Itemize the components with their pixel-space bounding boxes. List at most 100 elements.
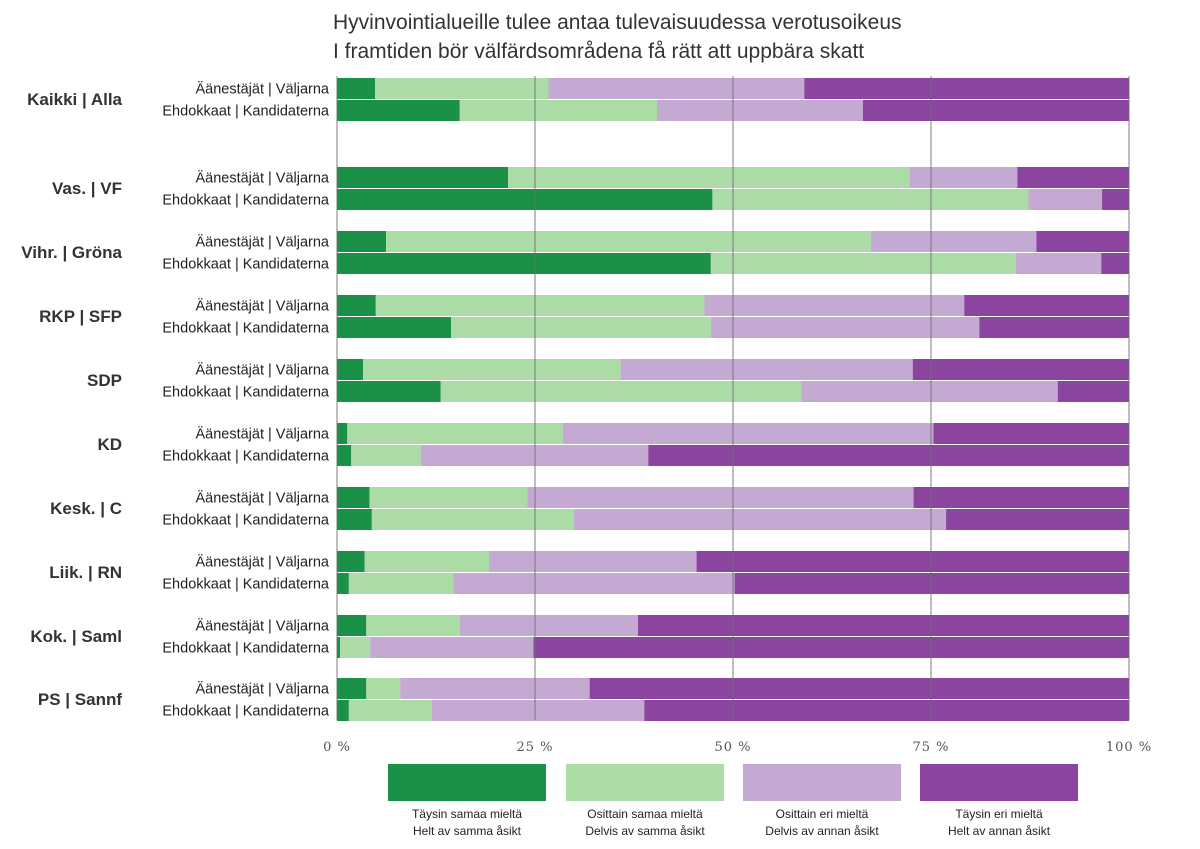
bar-segment bbox=[337, 100, 460, 121]
bar-segment bbox=[912, 359, 1129, 380]
row-label: Ehdokkaat | Kandidaterna bbox=[162, 577, 330, 593]
bar-segment bbox=[337, 167, 509, 188]
legend-swatch bbox=[920, 764, 1078, 801]
bar-segment bbox=[440, 381, 802, 402]
bar-segment bbox=[369, 487, 528, 508]
bar-segment bbox=[340, 637, 371, 658]
row-label: Äänestäjät | Väljarna bbox=[195, 681, 329, 698]
bar-segment bbox=[620, 359, 913, 380]
legend-label-secondary: Helt av annan åsikt bbox=[948, 824, 1051, 838]
bar-segment bbox=[548, 78, 805, 99]
row-label: Ehdokkaat | Kandidaterna bbox=[162, 385, 330, 401]
row-label: Äänestäjät | Väljarna bbox=[195, 618, 329, 635]
bar-segment bbox=[453, 573, 735, 594]
group-label: SDP bbox=[87, 371, 122, 390]
bar-segment bbox=[337, 295, 376, 316]
bar-segment bbox=[710, 317, 980, 338]
legend-label: Täysin eri mieltä bbox=[955, 807, 1043, 821]
bar-segment bbox=[489, 551, 697, 572]
bar-segment bbox=[527, 487, 914, 508]
bar-segment bbox=[337, 445, 352, 466]
group-label: Kaikki | Alla bbox=[27, 90, 122, 109]
chart-title-line-1: Hyvinvointialueille tulee antaa tulevais… bbox=[333, 11, 902, 34]
group-label: PS | Sannf bbox=[38, 690, 122, 709]
row-label: Ehdokkaat | Kandidaterna bbox=[162, 513, 330, 529]
legend-label: Osittain samaa mieltä bbox=[587, 807, 703, 821]
row-label: Äänestäjät | Väljarna bbox=[195, 81, 329, 98]
bar-segment bbox=[370, 637, 534, 658]
bar-segment bbox=[1102, 189, 1129, 210]
bar-segment bbox=[337, 551, 365, 572]
bar-segment bbox=[913, 487, 1129, 508]
bar-segment bbox=[862, 100, 1129, 121]
row-label: Äänestäjät | Väljarna bbox=[195, 234, 329, 251]
group-label: Kok. | Saml bbox=[30, 627, 122, 646]
bar-segment bbox=[337, 78, 376, 99]
x-tick-label: 100 % bbox=[1106, 740, 1152, 755]
bar-segment bbox=[337, 509, 372, 530]
legend-label: Täysin samaa mieltä bbox=[412, 807, 522, 821]
bar-segment bbox=[337, 637, 341, 658]
bar-segment bbox=[870, 231, 1037, 252]
chart-title: Hyvinvointialueille tulee antaa tulevais… bbox=[333, 11, 902, 63]
bar-segment bbox=[386, 231, 871, 252]
bar-segment bbox=[710, 253, 1016, 274]
bar-segment bbox=[348, 573, 454, 594]
bar-segment bbox=[648, 445, 1129, 466]
bar-segment bbox=[459, 615, 638, 636]
bar-segment bbox=[656, 100, 863, 121]
group-label: Liik. | RN bbox=[49, 563, 122, 582]
bar-segment bbox=[337, 573, 349, 594]
legend-swatch bbox=[743, 764, 901, 801]
row-label: Ehdokkaat | Kandidaterna bbox=[162, 257, 330, 273]
bar-segment bbox=[801, 381, 1058, 402]
x-tick-label: 75 % bbox=[912, 740, 949, 755]
bar-segment bbox=[909, 167, 1018, 188]
bar-segment bbox=[337, 700, 349, 721]
bar-segment bbox=[400, 678, 590, 699]
row-label: Ehdokkaat | Kandidaterna bbox=[162, 104, 330, 120]
bar-segment bbox=[337, 231, 387, 252]
bar-segment bbox=[533, 637, 1129, 658]
row-label: Äänestäjät | Väljarna bbox=[195, 170, 329, 187]
bar-segment bbox=[375, 78, 549, 99]
bar-segment bbox=[933, 423, 1129, 444]
x-tick-label: 50 % bbox=[714, 740, 751, 755]
bar-segment bbox=[337, 615, 367, 636]
row-label: Äänestäjät | Väljarna bbox=[195, 554, 329, 571]
bar-segment bbox=[375, 295, 705, 316]
bar-segment bbox=[364, 551, 490, 572]
bar-segment bbox=[964, 295, 1129, 316]
bar-segment bbox=[351, 445, 421, 466]
bar-segment bbox=[562, 423, 934, 444]
bar-segment bbox=[363, 359, 621, 380]
group-label: KD bbox=[97, 435, 122, 454]
bar-segment bbox=[946, 509, 1129, 530]
bar-segment bbox=[432, 700, 645, 721]
x-axis-ticks: 0 % 25 % 50 % 75 % 100 % bbox=[323, 740, 1152, 755]
legend-label-secondary: Delvis av samma åsikt bbox=[585, 824, 705, 838]
legend-label-secondary: Helt av samma åsikt bbox=[413, 824, 522, 838]
legend-swatch bbox=[566, 764, 724, 801]
bar-segment bbox=[459, 100, 657, 121]
bar-segment bbox=[644, 700, 1129, 721]
x-tick-label: 25 % bbox=[516, 740, 553, 755]
bar-segment bbox=[696, 551, 1129, 572]
row-label: Ehdokkaat | Kandidaterna bbox=[162, 193, 330, 209]
gridlines bbox=[336, 76, 1130, 720]
group-label: RKP | SFP bbox=[39, 307, 122, 326]
row-label: Äänestäjät | Väljarna bbox=[195, 490, 329, 507]
bar-segment bbox=[371, 509, 574, 530]
bar-segment bbox=[573, 509, 947, 530]
row-label: Ehdokkaat | Kandidaterna bbox=[162, 704, 330, 720]
bar-segment bbox=[712, 189, 1029, 210]
bar-segment bbox=[1057, 381, 1129, 402]
bar-segment bbox=[366, 615, 460, 636]
bar-segment bbox=[420, 445, 649, 466]
bar-segment bbox=[508, 167, 910, 188]
group-label: Vas. | VF bbox=[52, 179, 122, 198]
bar-segment bbox=[347, 423, 563, 444]
bar-segment bbox=[704, 295, 965, 316]
bar-segment bbox=[589, 678, 1129, 699]
chart-title-line-2: I framtiden bör välfärdsområdena få rätt… bbox=[333, 40, 864, 63]
